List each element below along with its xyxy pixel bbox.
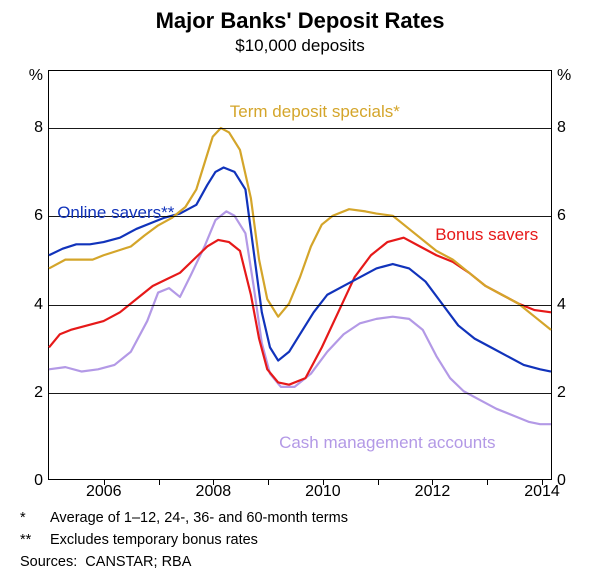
x-tick <box>268 479 269 485</box>
grid-line <box>49 393 551 394</box>
y-tick-label-left: 4 <box>34 296 43 314</box>
y-tick-label-left: 2 <box>34 384 43 402</box>
chart-plot-area: % % 002244668820062008201020122014Term d… <box>48 70 552 480</box>
y-tick-label-left: 0 <box>34 472 43 490</box>
series-label-term_deposit: Term deposit specials* <box>230 102 400 122</box>
x-tick <box>487 479 488 485</box>
series-label-online_savers: Online savers** <box>57 203 174 223</box>
grid-line <box>49 305 551 306</box>
y-axis-unit-left: % <box>29 67 43 85</box>
footnote-1: *Average of 1–12, 24-, 36- and 60-month … <box>20 508 348 529</box>
series-label-cash_mgmt: Cash management accounts <box>279 433 495 453</box>
sources-line: Sources: CANSTAR; RBA <box>20 552 348 573</box>
y-tick-label-right: 2 <box>557 384 566 402</box>
x-tick <box>159 479 160 485</box>
series-bonus_savers <box>49 238 551 385</box>
y-axis-unit-right: % <box>557 67 571 85</box>
chart-footnotes: *Average of 1–12, 24-, 36- and 60-month … <box>20 508 348 574</box>
y-tick-label-right: 4 <box>557 296 566 314</box>
x-tick <box>378 479 379 485</box>
x-tick-label: 2006 <box>86 483 122 501</box>
y-tick-label-right: 8 <box>557 119 566 137</box>
x-tick-label: 2010 <box>305 483 341 501</box>
chart-svg <box>49 71 551 479</box>
chart-subtitle: $10,000 deposits <box>0 36 600 56</box>
chart-title: Major Banks' Deposit Rates <box>0 0 600 34</box>
series-label-bonus_savers: Bonus savers <box>435 225 538 245</box>
x-tick-label: 2008 <box>196 483 232 501</box>
series-online_savers <box>49 168 551 372</box>
y-tick-label-left: 6 <box>34 207 43 225</box>
y-tick-label-right: 6 <box>557 207 566 225</box>
x-tick-label: 2014 <box>524 483 560 501</box>
footnote-2: **Excludes temporary bonus rates <box>20 530 348 551</box>
x-tick-label: 2012 <box>415 483 451 501</box>
y-tick-label-left: 8 <box>34 119 43 137</box>
grid-line <box>49 128 551 129</box>
